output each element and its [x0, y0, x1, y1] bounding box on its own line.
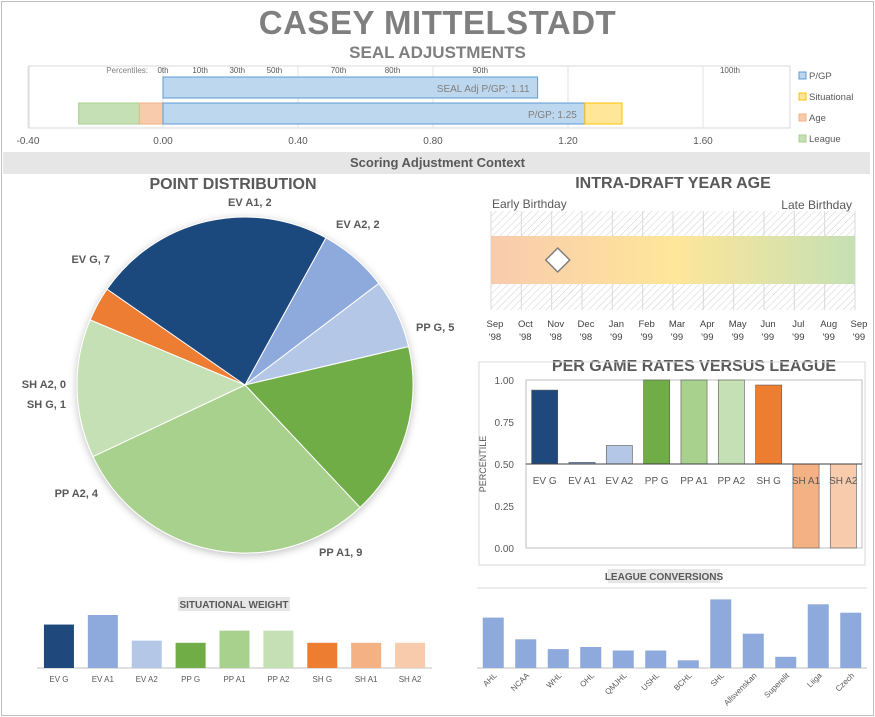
- percentile-mark: 100th: [720, 66, 740, 75]
- seal-x-tick: 1.60: [693, 136, 713, 147]
- percentile-mark: 50th: [267, 66, 283, 75]
- seal-segment-age: [138, 102, 164, 125]
- seal-x-tick: 0.00: [153, 136, 173, 147]
- seal-adj-bar-label: SEAL Adj P/GP; 1.11: [437, 84, 530, 95]
- seal-x-tick: 0.40: [288, 136, 308, 147]
- legend-label: Age: [809, 113, 826, 124]
- seal-plot-area: [28, 65, 791, 129]
- legend-swatch: [798, 71, 807, 80]
- percentile-mark: 10th: [192, 66, 208, 75]
- seal-segment-league: [78, 102, 140, 125]
- pgp-bar-label: P/GP; 1.25: [528, 110, 577, 121]
- seal-x-tick: 1.20: [558, 136, 578, 147]
- legend-label: Situational: [809, 92, 853, 103]
- player-name: CASEY MITTELSTADT: [258, 4, 617, 41]
- legend-swatch: [798, 113, 807, 122]
- legend-label: P/GP: [809, 71, 832, 82]
- seal-adj-bar: [162, 76, 539, 99]
- legend-swatch: [798, 134, 807, 143]
- seal-adjustment-chart: -0.40 0.00 0.40 0.80 1.20 1.60 Percentiles: 0th…: [17, 65, 853, 147]
- percentile-mark: 30th: [229, 66, 245, 75]
- legend-swatch: [798, 92, 807, 101]
- percentile-mark: 70th: [331, 66, 347, 75]
- seal-segment-p-gp: [162, 102, 586, 125]
- percentile-mark: 80th: [385, 66, 401, 75]
- legend-label: League: [809, 134, 841, 145]
- context-band-label: Scoring Adjustment Context: [349, 155, 526, 170]
- percentiles-label: Percentiles:: [106, 66, 148, 75]
- context-band: [3, 152, 870, 174]
- percentile-mark: 0th: [157, 66, 168, 75]
- percentile-mark: 90th: [472, 66, 488, 75]
- seal-x-tick: 0.80: [423, 136, 443, 147]
- seal-x-tick: -0.40: [17, 136, 40, 147]
- seal-segment-situational: [584, 102, 623, 125]
- page-subtitle: SEAL ADJUSTMENTS: [349, 43, 526, 62]
